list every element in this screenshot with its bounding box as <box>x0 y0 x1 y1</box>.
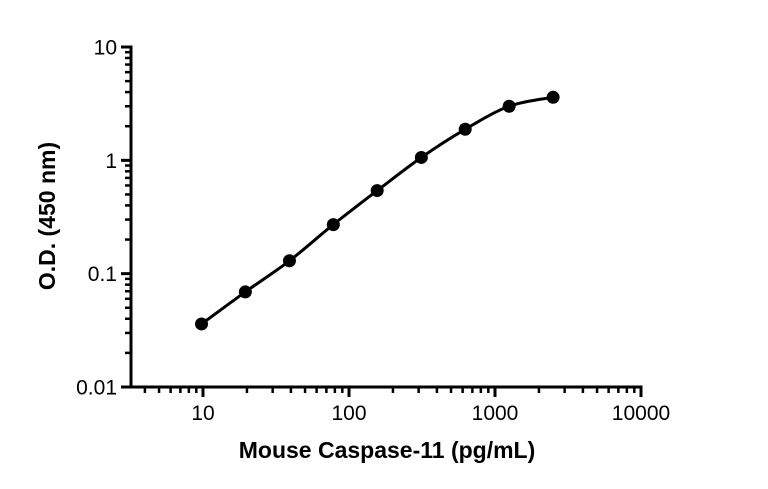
x-tick-label: 10 <box>191 402 214 425</box>
y-axis: 0.01 0.1 1 10 <box>76 37 133 400</box>
data-point-marker <box>414 150 428 164</box>
x-axis-title: Mouse Caspase-11 (pg/mL) <box>239 437 536 463</box>
y-tick-label: 0.01 <box>76 377 117 400</box>
fit-curve <box>200 95 554 326</box>
x-axis: 10 100 1000 10000 <box>129 385 670 425</box>
x-tick-label: 10000 <box>612 402 670 425</box>
data-point-marker <box>502 99 516 113</box>
data-points <box>195 90 560 331</box>
y-tick-label: 10 <box>94 37 117 60</box>
y-axis-title: O.D. (450 nm) <box>34 142 60 290</box>
data-point-marker <box>195 317 209 331</box>
x-tick-label: 100 <box>331 402 366 425</box>
y-tick-label: 1 <box>105 150 117 173</box>
y-tick-label: 0.1 <box>88 263 117 286</box>
data-point-marker <box>282 254 296 268</box>
data-point-marker <box>326 218 340 232</box>
data-point-marker <box>546 90 560 104</box>
data-point-marker <box>370 184 384 198</box>
data-point-marker <box>238 285 252 299</box>
data-point-marker <box>458 122 472 136</box>
x-tick-label: 1000 <box>472 402 519 425</box>
